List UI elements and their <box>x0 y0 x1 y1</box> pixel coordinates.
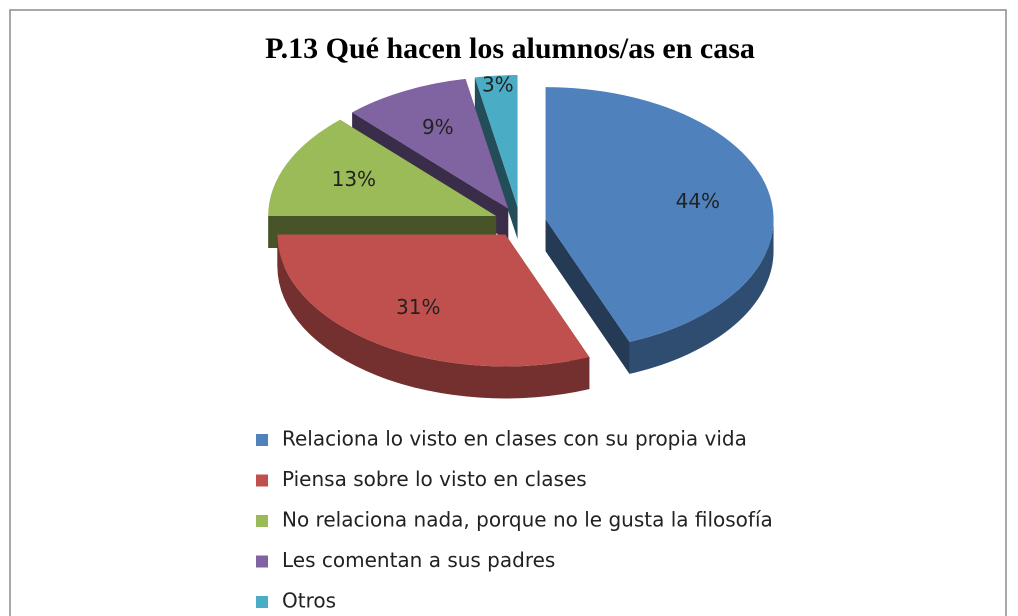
legend-swatch <box>256 555 268 568</box>
legend-label: Otros <box>282 589 336 613</box>
legend-swatch <box>256 515 268 527</box>
slice <box>277 234 590 367</box>
slice <box>474 75 518 208</box>
legend-label: Piensa sobre lo visto en clases <box>282 467 587 491</box>
slice-side <box>545 219 630 374</box>
legend-swatch <box>256 596 268 608</box>
legend-label: Relaciona lo visto en clases con su prop… <box>282 427 747 451</box>
legend-label: Les comentan a sus padres <box>282 548 555 572</box>
slice-wall <box>629 219 774 374</box>
legend-label: No relaciona nada, porque no le gusta la… <box>282 508 773 532</box>
slice-side <box>474 77 518 240</box>
slice <box>352 78 509 209</box>
legend-swatch <box>256 434 268 446</box>
slice <box>268 119 497 217</box>
data-label: 3% <box>482 73 514 97</box>
legend-swatch <box>256 474 268 487</box>
slice-wall <box>277 234 590 399</box>
data-label: 13% <box>332 167 376 191</box>
data-label: 44% <box>676 189 720 213</box>
chart-title: P.13 Qué hacen los alumnos/as en casa <box>265 32 755 65</box>
data-label: 31% <box>396 295 440 319</box>
slice <box>545 87 774 342</box>
data-label: 9% <box>422 115 454 139</box>
